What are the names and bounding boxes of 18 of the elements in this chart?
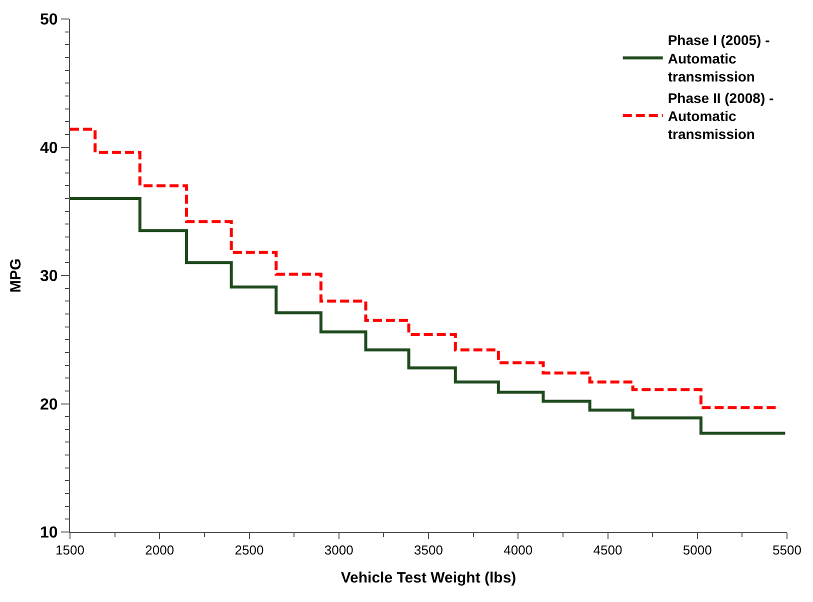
x-tick-label: 3000 — [324, 542, 354, 558]
y-axis-title: MPG — [7, 258, 24, 293]
legend-label: Phase I (2005) - Automatic transmission — [668, 32, 770, 85]
x-tick-label: 5500 — [772, 542, 802, 558]
x-tick-label: 3500 — [414, 542, 443, 558]
legend-label: Phase II (2008) - Automatic transmission — [668, 90, 774, 142]
y-tick-label: 10 — [40, 524, 58, 542]
y-tick-label: 50 — [40, 12, 58, 29]
x-tick-label: 2500 — [234, 542, 264, 558]
x-tick-label: 2000 — [145, 542, 174, 558]
y-tick-label: 30 — [40, 268, 58, 286]
x-tick-label: 4000 — [504, 542, 533, 558]
x-tick-label: 4500 — [593, 542, 622, 558]
x-tick-label: 5000 — [682, 542, 712, 558]
x-tick-label: 1500 — [56, 542, 84, 558]
x-axis-title: Vehicle Test Weight (lbs) — [340, 570, 516, 587]
y-tick-label: 40 — [40, 140, 58, 157]
y-tick-label: 20 — [40, 396, 58, 414]
